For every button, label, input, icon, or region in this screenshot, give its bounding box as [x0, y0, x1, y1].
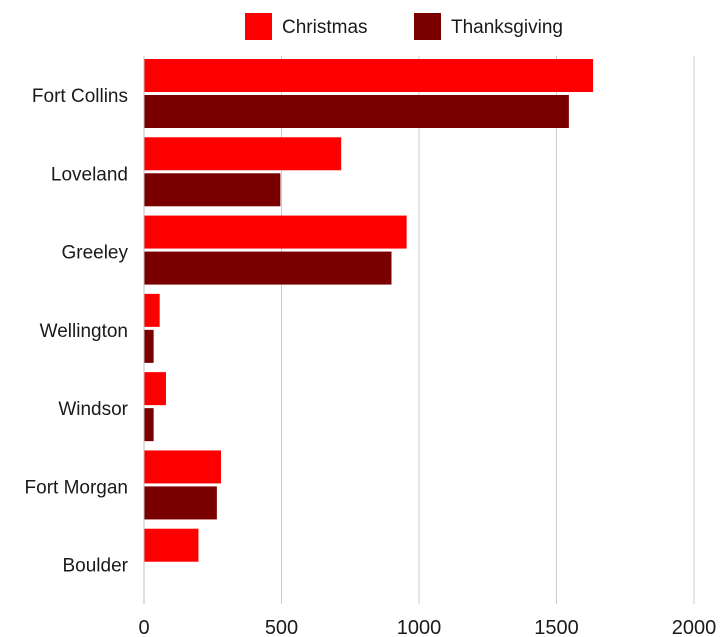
bar-loveland-christmas: [144, 137, 342, 171]
bar-loveland-thanksgiving: [144, 173, 281, 207]
bar-windsor-thanksgiving: [144, 408, 154, 442]
category-label-fort-collins: Fort Collins: [32, 86, 128, 107]
legend-swatch-thanksgiving: [414, 13, 441, 40]
bars: [144, 59, 594, 562]
bar-boulder-christmas: [144, 528, 199, 562]
category-label-boulder: Boulder: [63, 556, 129, 577]
bar-wellington-thanksgiving: [144, 329, 154, 363]
bar-greeley-thanksgiving: [144, 251, 392, 285]
x-tick-label-0: 0: [138, 617, 149, 637]
bar-fort-collins-christmas: [144, 59, 594, 92]
category-label-fort-morgan: Fort Morgan: [25, 477, 128, 498]
bar-fort-collins-thanksgiving: [144, 95, 569, 128]
x-tick-label-2000: 2000: [672, 617, 717, 637]
legend-label-christmas: Christmas: [282, 17, 368, 38]
bar-wellington-christmas: [144, 293, 160, 327]
x-tick-label-500: 500: [265, 617, 298, 637]
legend-label-thanksgiving: Thanksgiving: [451, 17, 563, 38]
axes: Fort Collins Loveland Greeley Wellington Win…: [25, 56, 717, 637]
legend-swatch-christmas: [245, 13, 272, 40]
category-label-wellington: Wellington: [40, 321, 128, 342]
bar-windsor-christmas: [144, 372, 166, 406]
x-tick-label-1500: 1500: [534, 617, 579, 637]
category-label-greeley: Greeley: [61, 243, 128, 264]
bar-fort-morgan-thanksgiving: [144, 486, 217, 520]
grid-lines: [281, 56, 695, 604]
legend: Christmas Thanksgiving: [245, 13, 563, 40]
category-label-windsor: Windsor: [58, 399, 128, 420]
x-tick-label-1000: 1000: [397, 617, 442, 637]
bar-fort-morgan-christmas: [144, 450, 221, 484]
category-label-loveland: Loveland: [51, 164, 128, 185]
bar-greeley-christmas: [144, 215, 407, 249]
